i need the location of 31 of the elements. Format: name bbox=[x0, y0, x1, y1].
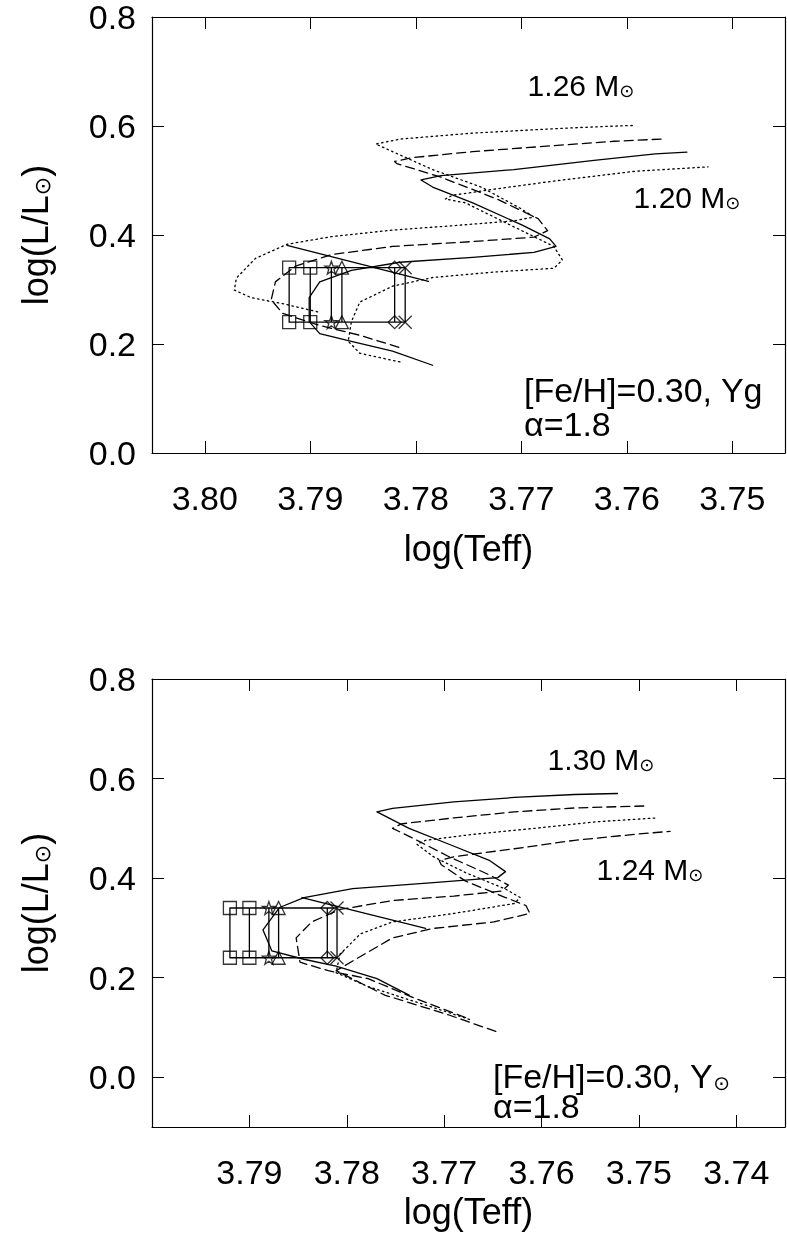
x-tick-label: 3.78 bbox=[382, 479, 449, 517]
y-tick-label: 0.4 bbox=[88, 859, 136, 898]
y-tick-label: 0.0 bbox=[88, 1058, 136, 1097]
y-tick-label: 0.8 bbox=[88, 660, 136, 698]
y-tick-label: 0.2 bbox=[88, 958, 136, 997]
x-tick-label: 3.79 bbox=[277, 479, 344, 517]
y-axis-title: log(L/L⊙) bbox=[14, 164, 56, 306]
annotation: 1.30 M⊙ bbox=[547, 742, 655, 776]
y-tick-label: 0.0 bbox=[88, 434, 136, 472]
y-tick-label: 0.2 bbox=[88, 325, 136, 363]
x-tick-label: 3.76 bbox=[593, 479, 660, 517]
x-tick-label: 3.76 bbox=[508, 1153, 575, 1191]
y-tick-label: 0.4 bbox=[88, 216, 136, 254]
annotation: 1.24 M⊙ bbox=[596, 852, 704, 886]
x-tick-label: 3.77 bbox=[488, 479, 555, 517]
annotation: [Fe/H]=0.30, Yg bbox=[524, 371, 763, 409]
x-tick-label: 3.77 bbox=[411, 1153, 478, 1191]
x-tick-label: 3.74 bbox=[703, 1153, 770, 1191]
y-tick-label: 0.6 bbox=[88, 759, 136, 798]
annotation: 1.26 M⊙ bbox=[527, 68, 635, 102]
x-tick-label: 3.75 bbox=[605, 1153, 673, 1191]
x-axis-title: log(Teff) bbox=[403, 527, 534, 569]
y-tick-label: 0.6 bbox=[88, 107, 136, 145]
x-tick-label: 3.75 bbox=[699, 479, 766, 517]
x-axis-title: log(Teff) bbox=[403, 1191, 534, 1233]
x-tick-label: 3.80 bbox=[171, 479, 238, 517]
annotation: 1.20 M⊙ bbox=[633, 180, 741, 214]
y-axis-title: log(L/L⊙) bbox=[14, 832, 56, 974]
y-tick-label: 0.8 bbox=[88, 0, 136, 36]
x-tick-label: 3.79 bbox=[216, 1153, 283, 1191]
x-tick-label: 3.78 bbox=[313, 1153, 380, 1191]
